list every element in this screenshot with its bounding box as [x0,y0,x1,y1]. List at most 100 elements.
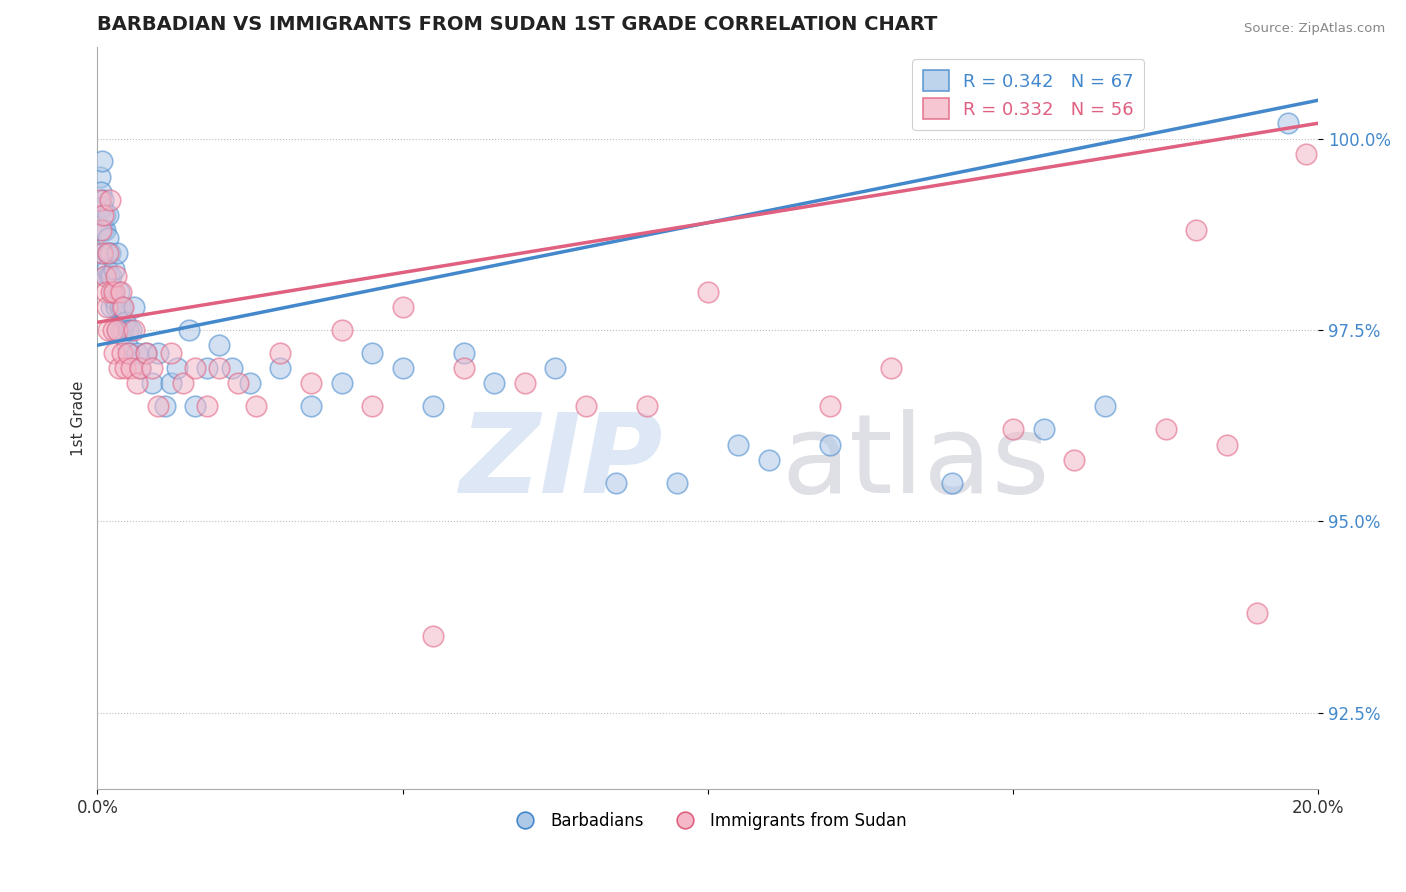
Point [98,193,121,207]
Point [195,400,218,414]
Point [125,376,148,391]
Point [666,475,689,490]
Point [91,246,114,260]
Point [107,285,129,299]
Point [1032,422,1054,436]
Point [177,323,200,337]
Point [118,346,141,360]
Point [114,361,136,376]
Point [93,246,115,260]
Point [159,346,181,360]
Point [122,300,145,314]
Point [166,361,188,376]
Point [120,323,142,337]
Point [391,361,413,376]
Point [97,208,120,222]
Point [1295,146,1317,161]
Text: ZIP: ZIP [460,409,664,516]
Point [129,361,152,376]
Point [148,400,170,414]
Point [330,323,353,337]
Text: atlas: atlas [782,409,1049,516]
Point [299,376,322,391]
Point [361,400,384,414]
Point [1215,438,1237,452]
Point [98,246,121,260]
Point [89,169,111,184]
Point [93,208,115,222]
Point [195,361,218,376]
Point [103,293,125,307]
Point [93,208,115,222]
Point [94,223,117,237]
Point [103,346,125,360]
Point [208,338,231,352]
Point [184,361,207,376]
Point [107,361,129,376]
Point [422,629,444,643]
Point [269,361,291,376]
Point [120,361,142,376]
Legend: Barbadians, Immigrants from Sudan: Barbadians, Immigrants from Sudan [502,805,914,837]
Point [96,246,118,260]
Point [299,400,322,414]
Point [880,361,903,376]
Point [226,376,249,391]
Point [110,323,132,337]
Point [96,261,118,276]
Point [172,376,194,391]
Point [159,376,181,391]
Text: BARBADIAN VS IMMIGRANTS FROM SUDAN 1ST GRADE CORRELATION CHART: BARBADIAN VS IMMIGRANTS FROM SUDAN 1ST G… [97,15,938,34]
Point [122,323,145,337]
Point [114,315,136,329]
Point [107,323,129,337]
Point [117,323,139,337]
Point [110,285,132,299]
Point [1002,422,1025,436]
Point [105,323,128,337]
Point [111,300,134,314]
Text: Source: ZipAtlas.com: Source: ZipAtlas.com [1244,22,1385,36]
Point [245,400,267,414]
Point [208,361,231,376]
Point [94,285,117,299]
Point [422,400,444,414]
Point [453,361,475,376]
Point [941,475,963,490]
Point [93,193,115,207]
Point [153,400,176,414]
Point [97,246,120,260]
Point [111,346,134,360]
Point [135,346,157,360]
Point [91,223,114,237]
Point [636,400,658,414]
Point [818,400,841,414]
Point [90,185,112,199]
Point [100,300,122,314]
Point [135,346,157,360]
Point [239,376,262,391]
Point [482,376,505,391]
Point [129,361,152,376]
Point [330,376,353,391]
Point [184,400,207,414]
Point [97,231,120,245]
Point [115,338,138,352]
Point [141,361,163,376]
Point [108,300,131,314]
Point [104,300,127,314]
Point [1246,606,1268,620]
Point [1063,453,1085,467]
Point [758,453,780,467]
Point [90,223,112,237]
Y-axis label: 1st Grade: 1st Grade [72,380,86,456]
Point [103,261,125,276]
Point [101,285,124,299]
Point [103,285,125,299]
Point [90,154,112,169]
Point [1277,116,1299,130]
Point [105,246,128,260]
Point [101,323,124,337]
Point [544,361,567,376]
Point [605,475,627,490]
